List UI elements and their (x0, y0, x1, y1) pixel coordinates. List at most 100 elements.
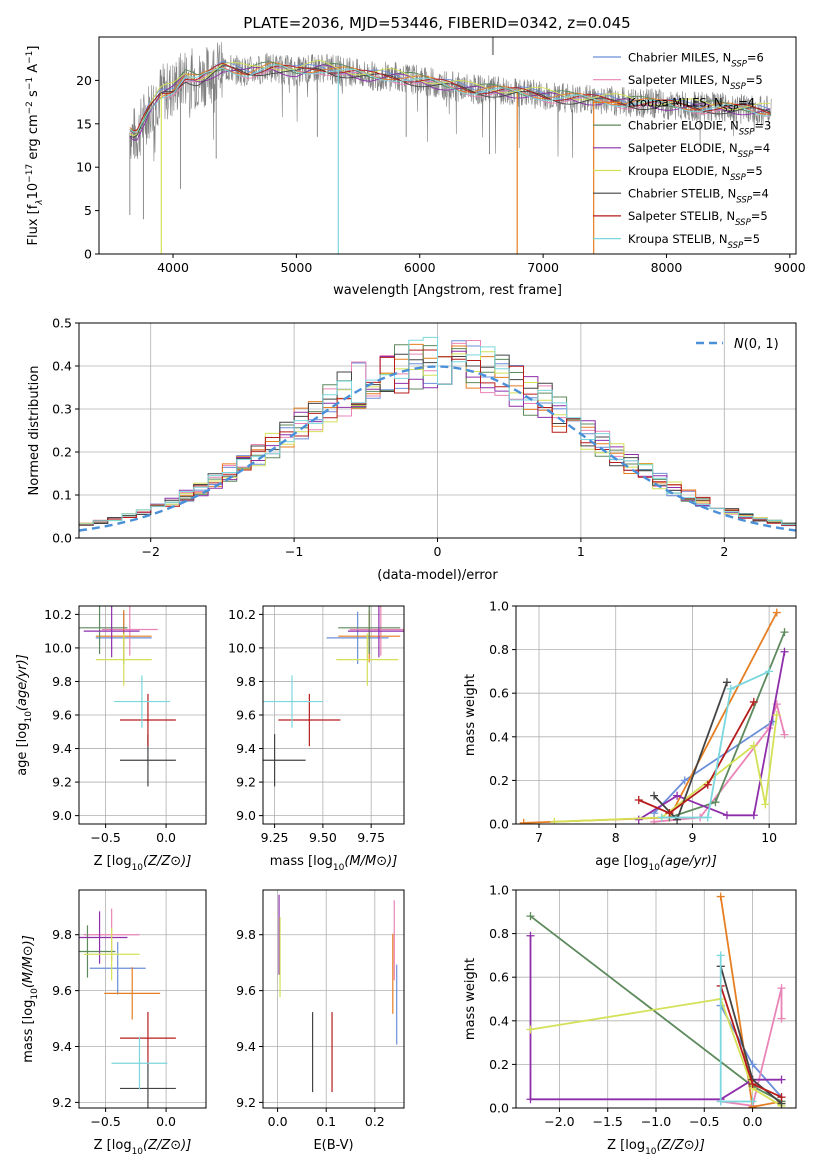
legend-entry-salpeter-miles: Salpeter MILES, NSSP=5 (628, 73, 763, 92)
weight-marker-salpeter-elodie (526, 931, 535, 940)
weight-marker-chabrier-stelib (650, 791, 659, 800)
label-part: N (734, 337, 744, 352)
legend-entry-salpeter-stelib: Salpeter STELIB, NSSP=5 (628, 209, 768, 228)
y-tick-label: 9.8 (236, 927, 256, 942)
axis-label: Z [log10(Z/Z⊙)] (94, 1138, 192, 1157)
weight-marker-kroupa-stelib (726, 684, 735, 693)
panel-4: 9.25 9.50 9.75 9.0 9.2 9.4 9.6 9.8 10.0 10.2 mass … (228, 605, 405, 873)
weight-marker-kroupa-elodie (772, 711, 781, 719)
x-tick-label: −0.5 (90, 830, 120, 845)
label-part: =5 (743, 232, 760, 246)
weight-line-kroupa-elodie (530, 997, 782, 1107)
weight-marker-kroupa-miles (716, 892, 725, 901)
weight-marker-salpeter-stelib (634, 796, 643, 805)
label-part: ] (26, 46, 41, 51)
y-tick-label: 9.0 (52, 808, 72, 823)
x-tick-label: −1.5 (593, 1114, 623, 1129)
label-part: SSP (730, 173, 746, 183)
panel-2: −2 −1 0 1 2 0.0 0.1 0.2 0.3 0.4 0.5 N(0, 1) (data-mo… (27, 316, 797, 583)
label-part: Chabrier STELIB, N (628, 187, 736, 201)
label-part: (age/yr)] (15, 654, 30, 711)
x-tick-label: 6000 (404, 260, 436, 275)
axis-label: Z [log10(Z/Z⊙)] (607, 1138, 705, 1157)
label-part: erg cm (26, 114, 41, 163)
panel-6: −0.5 0.09.29.49.69.8Z [log10(Z/Z⊙)]mass [… (21, 889, 207, 1157)
y-tick-label: 0.3 (52, 402, 72, 417)
label-part: Z [log (607, 1138, 645, 1153)
label-part: 10 (648, 863, 660, 873)
y-tick-label: 0.8 (489, 926, 509, 941)
weight-marker-chabrier-miles (748, 1060, 757, 1069)
legend-entry-kroupa-elodie: Kroupa ELODIE, NSSP=5 (628, 164, 763, 183)
label-part: (0, 1) (744, 337, 779, 352)
legend-entry-chabrier-miles: Chabrier MILES, NSSP=6 (628, 50, 764, 69)
y-tick-label: 0.2 (52, 445, 72, 460)
legend-entry-salpeter-elodie: Salpeter ELODIE, NSSP=4 (628, 141, 770, 160)
y-tick-label: 0.0 (489, 1101, 509, 1116)
x-tick-label: 7 (535, 830, 543, 845)
weight-marker-salpeter-elodie (722, 811, 731, 820)
legend-entry-normal: N(0, 1) (734, 337, 779, 352)
y-tick-label: 0 (84, 247, 92, 262)
x-tick-label: 0.2 (365, 1114, 385, 1129)
y-tick-label: 9.4 (52, 741, 72, 756)
label-part: SSP (735, 218, 751, 228)
label-part: −1 (25, 51, 35, 64)
y-tick-label: 1.0 (489, 599, 509, 614)
model-line-salpeter-stelib (129, 62, 771, 132)
label-part: (age/yr)] (660, 854, 717, 869)
x-tick-label: 8000 (651, 260, 683, 275)
x-tick-label: 4000 (157, 260, 189, 275)
label-part: Kroupa ELODIE, N (628, 164, 730, 178)
weight-marker-chabrier-elodie (780, 628, 789, 637)
label-part: −1 (25, 77, 35, 90)
weight-marker-kroupa-stelib (716, 1097, 725, 1106)
y-tick-label: 9.0 (236, 808, 256, 823)
label-part: age [log (595, 854, 648, 869)
x-tick-label: 9.75 (357, 830, 385, 845)
label-part: (M/M⊙)] (21, 935, 36, 988)
weight-marker-salpeter-stelib (749, 697, 758, 706)
axis-label: mass [log10(M/M⊙)] (270, 854, 398, 873)
x-tick-label: 9.50 (309, 830, 337, 845)
weight-marker-chabrier-elodie (526, 912, 535, 921)
label-part: mass [log (270, 854, 333, 869)
axes-frame (262, 889, 405, 1109)
weight-marker-salpeter-miles (777, 984, 786, 993)
y-tick-label: 9.4 (52, 1039, 72, 1054)
weight-marker-kroupa-elodie (749, 741, 758, 750)
axes-frame (515, 605, 797, 825)
label-part: −17 (25, 164, 35, 183)
legend-entry-kroupa-miles: Kroupa MILES, NSSP=4 (628, 96, 755, 115)
y-tick-label: 1.0 (489, 883, 509, 898)
weight-marker-kroupa-stelib (657, 813, 666, 822)
label-part: 10 (645, 1147, 657, 1157)
y-tick-label: 10.0 (228, 640, 256, 655)
y-tick-label: 9.6 (52, 983, 72, 998)
y-tick-label: 0.0 (52, 531, 72, 546)
y-tick-label: 9.2 (236, 775, 256, 790)
label-part: (Z/Z⊙)] (143, 1138, 191, 1153)
x-tick-label: 1 (577, 544, 585, 559)
axes-frame (78, 889, 207, 1109)
label-part: =5 (751, 209, 768, 223)
y-tick-label: 9.6 (52, 708, 72, 723)
label-part: A (26, 64, 41, 77)
x-tick-label: 0.0 (743, 1114, 763, 1129)
x-tick-label: 0.1 (316, 1114, 336, 1129)
label-part: Z [log (94, 854, 132, 869)
label-part: 10 (26, 183, 41, 200)
weight-marker-kroupa-miles (519, 818, 528, 824)
label-part: Chabrier ELODIE, N (628, 118, 739, 132)
label-part: SSP (739, 127, 755, 137)
weight-line-kroupa-miles (523, 612, 778, 824)
weight-marker-chabrier-stelib (722, 678, 731, 687)
plot-area (263, 606, 404, 787)
weight-marker-salpeter-elodie (749, 811, 758, 820)
plot-area (129, 37, 772, 254)
weight-marker-salpeter-stelib (777, 1093, 786, 1102)
x-tick-label: −1.0 (641, 1114, 671, 1129)
y-tick-label: 0.4 (52, 359, 72, 374)
weight-marker-chabrier-miles (680, 776, 689, 785)
label-part: 10 (24, 711, 34, 723)
